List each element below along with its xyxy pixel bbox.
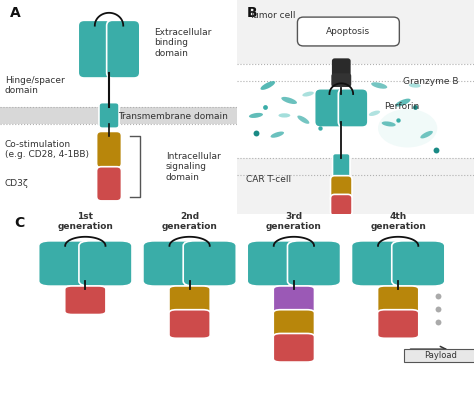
Text: 2nd
generation: 2nd generation [162,212,218,231]
FancyBboxPatch shape [99,103,119,128]
FancyBboxPatch shape [143,241,196,286]
Text: Payload: Payload [424,351,457,360]
FancyBboxPatch shape [330,175,352,203]
Ellipse shape [249,113,263,118]
FancyBboxPatch shape [273,333,314,362]
Text: Extracellular
binding
domain: Extracellular binding domain [154,28,211,58]
Text: CAR T-cell: CAR T-cell [246,175,292,184]
Text: C: C [14,216,25,230]
Text: Perforin: Perforin [384,102,419,111]
Ellipse shape [409,83,420,88]
Point [435,306,442,312]
Point [435,319,442,326]
FancyBboxPatch shape [377,310,419,338]
Text: Hinge/spacer
domain: Hinge/spacer domain [5,76,64,95]
Bar [0,107,237,124]
Point [411,104,419,110]
Text: Granzyme B: Granzyme B [403,77,458,86]
FancyBboxPatch shape [64,286,106,314]
Text: Intracellular
signaling
domain: Intracellular signaling domain [166,152,221,182]
FancyBboxPatch shape [377,286,419,314]
FancyBboxPatch shape [183,241,236,286]
Point [252,129,260,136]
FancyBboxPatch shape [331,73,351,87]
Ellipse shape [420,131,433,139]
FancyBboxPatch shape [332,58,351,76]
Text: CD3ζ: CD3ζ [5,179,28,188]
FancyBboxPatch shape [78,20,111,78]
FancyBboxPatch shape [79,241,132,286]
Text: A: A [9,7,20,21]
Ellipse shape [278,113,290,118]
FancyBboxPatch shape [404,349,474,362]
Bar [237,158,474,214]
FancyBboxPatch shape [287,241,340,286]
FancyBboxPatch shape [332,153,350,180]
Ellipse shape [378,109,437,148]
FancyBboxPatch shape [169,286,210,314]
Ellipse shape [371,82,387,89]
FancyBboxPatch shape [97,167,121,201]
Text: Apoptosis: Apoptosis [326,27,371,36]
Ellipse shape [395,99,410,106]
Point [262,104,269,110]
Text: 4th
generation: 4th generation [370,212,426,231]
FancyBboxPatch shape [330,194,352,216]
Ellipse shape [281,97,297,104]
Ellipse shape [297,115,310,124]
FancyBboxPatch shape [351,241,404,286]
Point [394,116,402,123]
FancyBboxPatch shape [97,132,121,168]
FancyBboxPatch shape [315,89,344,127]
Point [432,146,440,153]
Ellipse shape [369,111,380,116]
Bar [237,0,474,64]
FancyBboxPatch shape [107,20,140,78]
FancyBboxPatch shape [338,89,368,127]
FancyBboxPatch shape [298,17,399,46]
Text: Transmembrane domain: Transmembrane domain [118,112,228,121]
Text: Tumor cell: Tumor cell [249,11,295,20]
FancyBboxPatch shape [273,310,314,338]
Ellipse shape [261,81,275,90]
Point [316,125,324,132]
FancyBboxPatch shape [38,241,92,286]
Text: 1st
generation: 1st generation [57,212,113,231]
Text: Co-stimulation
(e.g. CD28, 4-1BB): Co-stimulation (e.g. CD28, 4-1BB) [5,140,89,159]
Point [435,293,442,299]
Ellipse shape [382,121,396,127]
Text: B: B [246,7,257,21]
FancyBboxPatch shape [247,241,301,286]
FancyBboxPatch shape [392,241,445,286]
Text: 3rd
generation: 3rd generation [266,212,322,231]
FancyBboxPatch shape [169,310,210,338]
FancyBboxPatch shape [273,286,314,314]
Ellipse shape [271,132,284,138]
Ellipse shape [302,92,314,97]
